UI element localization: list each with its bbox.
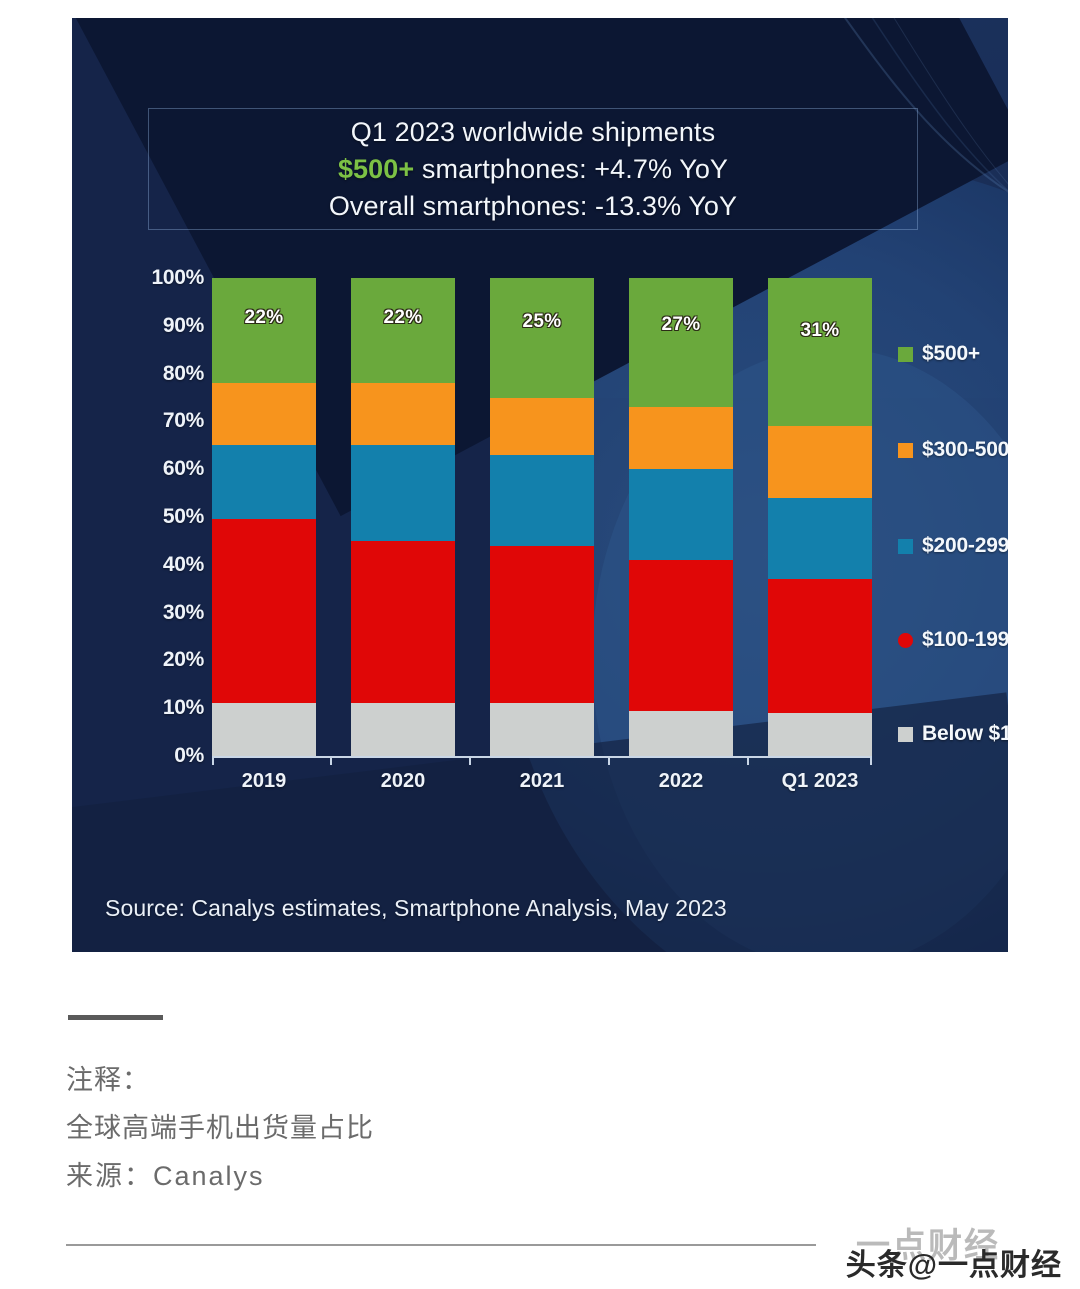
bar-segment[interactable] bbox=[768, 426, 872, 498]
legend-item[interactable]: $200-299 bbox=[898, 534, 1008, 558]
bar-segment[interactable]: 22% bbox=[212, 278, 316, 384]
title-green-prefix: $500+ bbox=[337, 153, 415, 184]
bar-value-label: 27% bbox=[661, 314, 701, 336]
x-axis-label: 2022 bbox=[658, 770, 704, 792]
bar-group: 22% 22% 25% 27% 31% bbox=[212, 278, 872, 756]
bar-segment[interactable] bbox=[351, 383, 455, 446]
x-axis-label: 2020 bbox=[380, 770, 426, 792]
legend-swatch-icon bbox=[898, 632, 913, 648]
bar-column[interactable]: 22% bbox=[351, 278, 455, 756]
bar-segment[interactable] bbox=[490, 703, 594, 756]
bar-segment[interactable]: 25% bbox=[490, 278, 594, 398]
legend-swatch-icon bbox=[898, 538, 913, 554]
watermark-text: 头条@一点财经 bbox=[845, 1249, 1062, 1282]
y-axis-tick: 60% bbox=[162, 457, 204, 481]
bar-column[interactable]: 25% bbox=[490, 278, 594, 756]
bar-segment[interactable] bbox=[212, 445, 316, 520]
x-axis-label: Q1 2023 bbox=[781, 770, 859, 792]
bar-segment[interactable] bbox=[351, 445, 455, 541]
legend-item[interactable]: Below $100 bbox=[898, 722, 1008, 746]
y-axis-tick: 50% bbox=[162, 505, 204, 528]
bar-segment[interactable] bbox=[768, 497, 872, 580]
bar-segment[interactable] bbox=[768, 579, 872, 713]
legend-label: $300-500 bbox=[922, 438, 1008, 461]
caption-source: 来源：Canalys bbox=[66, 1161, 265, 1191]
y-axis-tick: 10% bbox=[162, 696, 204, 720]
legend-label: $200-299 bbox=[922, 534, 1008, 557]
chart-source-note: Source: Canalys estimates, Smartphone An… bbox=[105, 895, 727, 921]
bar-segment[interactable] bbox=[351, 540, 455, 704]
x-axis-label: 2021 bbox=[519, 770, 565, 792]
x-axis-label: 2019 bbox=[241, 770, 287, 792]
legend-swatch-icon bbox=[898, 442, 913, 458]
bar-segment[interactable] bbox=[351, 703, 455, 756]
y-axis-tick: 70% bbox=[162, 409, 204, 433]
y-axis-tick: 90% bbox=[162, 313, 204, 337]
bar-value-label: 25% bbox=[522, 311, 562, 333]
bar-column[interactable]: 31% bbox=[768, 278, 872, 756]
x-axis-labels: 2019 2020 2021 2022 Q1 2023 bbox=[212, 770, 872, 793]
legend-label: $500+ bbox=[922, 342, 980, 365]
legend-label: Below $100 bbox=[922, 722, 1008, 745]
chart-title-line-2: $500+ smartphones: +4.7% YoY bbox=[338, 151, 728, 188]
bar-segment[interactable] bbox=[629, 407, 733, 470]
bar-segment[interactable] bbox=[490, 397, 594, 455]
bar-column[interactable]: 22% bbox=[212, 278, 316, 756]
bar-segment[interactable] bbox=[212, 383, 316, 446]
watermark-ghost-text: 一点财经 bbox=[856, 1227, 1000, 1265]
bar-value-label: 22% bbox=[244, 307, 284, 329]
bar-segment[interactable] bbox=[490, 454, 594, 546]
y-axis-tick: 80% bbox=[162, 361, 204, 385]
caption-divider bbox=[68, 1015, 163, 1020]
bar-segment[interactable] bbox=[629, 560, 733, 711]
caption-label: 注释： bbox=[66, 1065, 150, 1095]
bar-segment[interactable]: 22% bbox=[351, 278, 455, 384]
legend-swatch-icon bbox=[898, 726, 913, 742]
bottom-divider bbox=[66, 1244, 816, 1246]
bar-segment[interactable] bbox=[629, 469, 733, 561]
y-axis: 100% 90% 80% 70% 60% 50% 40% 30% 20% 10% 0% bbox=[132, 266, 204, 767]
bar-value-label: 22% bbox=[383, 307, 423, 329]
legend-item[interactable]: $500+ bbox=[898, 342, 980, 366]
y-axis-tick: 0% bbox=[174, 744, 204, 767]
caption-block: 注释： 全球高端手机出货量占比 来源：Canalys bbox=[66, 1056, 866, 1200]
chart-title-line-3: Overall smartphones: -13.3% YoY bbox=[328, 190, 738, 221]
bar-segment[interactable] bbox=[768, 712, 872, 756]
bar-segment[interactable]: 31% bbox=[768, 278, 872, 427]
plot-area: 100% 90% 80% 70% 60% 50% 40% 30% 20% 10% 0% 22% 22%… bbox=[151, 266, 872, 792]
legend-label: $100-199 bbox=[922, 628, 1008, 651]
chart-title-line-1: Q1 2023 worldwide shipments bbox=[350, 116, 716, 147]
bar-segment[interactable] bbox=[490, 545, 594, 704]
chart-title-box: Q1 2023 worldwide shipments $500+ smartp… bbox=[148, 108, 918, 230]
x-axis-line bbox=[212, 756, 872, 758]
bar-column[interactable]: 27% bbox=[629, 278, 733, 756]
legend-item[interactable]: $100-199 bbox=[898, 628, 1008, 652]
caption-note: 全球高端手机出货量占比 bbox=[66, 1113, 374, 1143]
y-axis-tick: 20% bbox=[162, 648, 204, 672]
y-axis-tick: 30% bbox=[162, 600, 204, 624]
bar-segment[interactable] bbox=[212, 519, 316, 704]
y-axis-tick: 100% bbox=[151, 266, 204, 289]
title-line-2-rest: smartphones: +4.7% YoY bbox=[414, 153, 729, 184]
legend-swatch-icon bbox=[898, 346, 913, 362]
bar-value-label: 31% bbox=[800, 319, 840, 341]
bar-segment[interactable]: 27% bbox=[629, 278, 733, 408]
legend-item[interactable]: $300-500 bbox=[898, 438, 1008, 462]
y-axis-tick: 40% bbox=[162, 552, 204, 576]
bar-segment[interactable] bbox=[212, 703, 316, 756]
bar-segment[interactable] bbox=[629, 710, 733, 756]
chart-card: Q1 2023 worldwide shipments $500+ smartp… bbox=[72, 18, 1008, 952]
